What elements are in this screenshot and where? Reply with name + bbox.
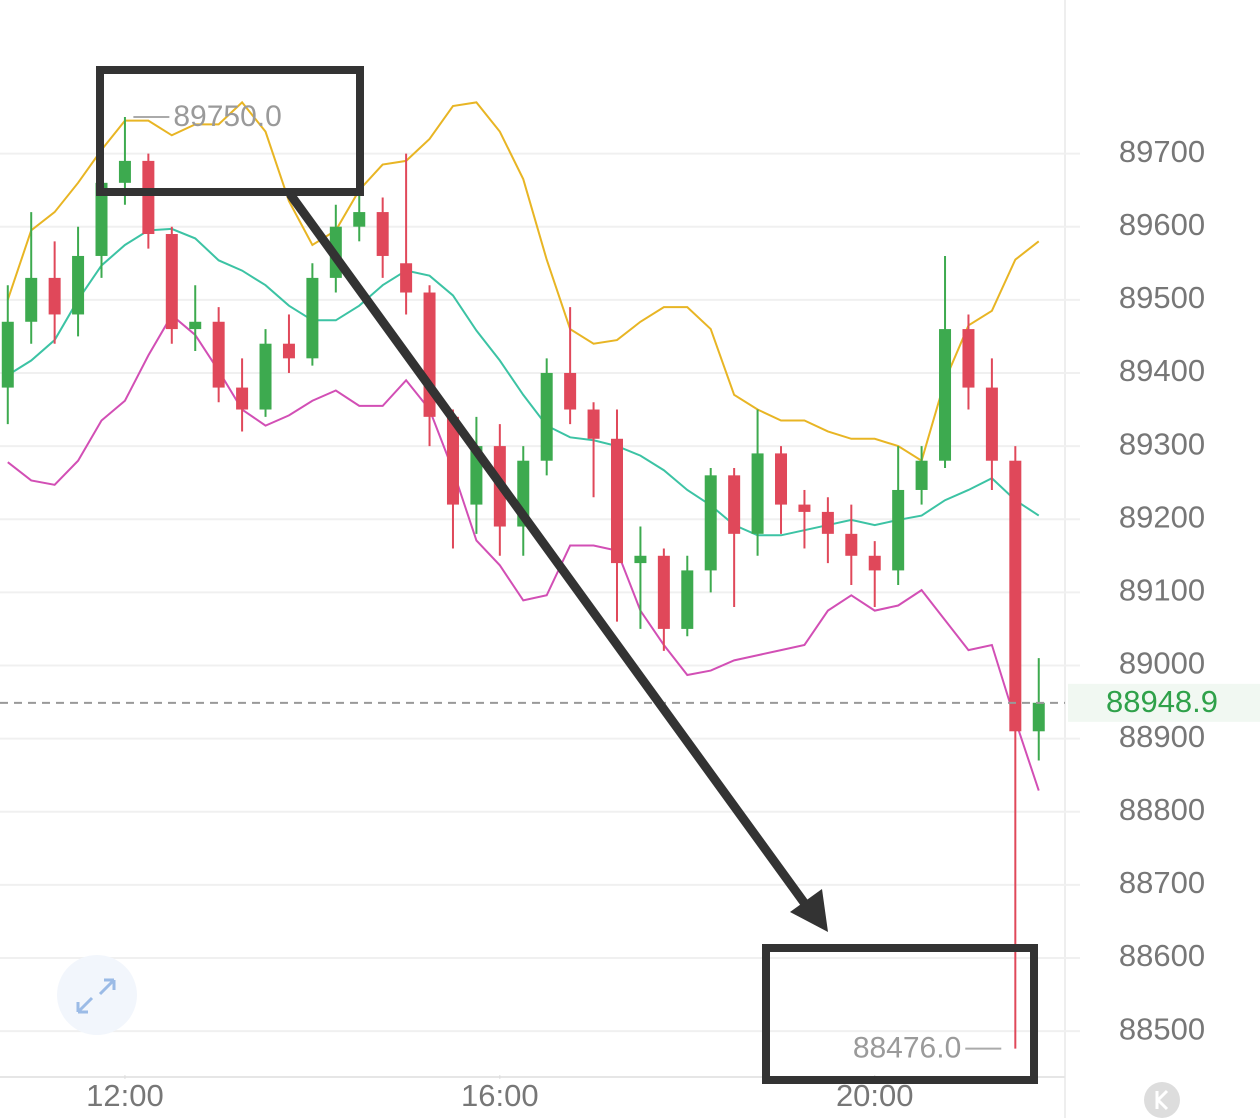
candle-body — [939, 329, 952, 461]
candle-body — [728, 475, 741, 534]
candle-body — [25, 277, 38, 322]
candle-body — [798, 504, 811, 512]
candle-body — [353, 212, 366, 227]
candle-body — [118, 160, 131, 183]
band-line — [6, 100, 1040, 463]
candle-body — [376, 212, 389, 256]
y-tick-label: 88700 — [1119, 865, 1205, 900]
candle-body — [259, 343, 272, 410]
candle-body — [1, 321, 14, 388]
y-tick-label: 89700 — [1119, 134, 1205, 169]
x-tick-label: 12:00 — [86, 1078, 164, 1113]
annotations: 89750.0 88476.0 — [57, 66, 1180, 1118]
candle-body — [634, 555, 647, 564]
candle-body — [212, 321, 225, 388]
candle-body — [821, 511, 834, 534]
highlight-box — [96, 66, 364, 196]
candle-body — [189, 321, 202, 330]
min-label: 88476.0 — [853, 1032, 961, 1065]
y-tick-label: 89300 — [1119, 426, 1205, 461]
y-tick-label: 89600 — [1119, 207, 1205, 242]
candle-body — [1032, 702, 1045, 732]
last-price-bg — [1068, 683, 1260, 722]
arrow-line — [286, 191, 812, 911]
candle-body — [236, 387, 249, 410]
candle-body — [400, 263, 413, 293]
y-tick-label: 89500 — [1119, 280, 1205, 315]
candle-body — [1009, 460, 1022, 732]
candle-body — [985, 387, 998, 461]
candle-body — [657, 555, 670, 629]
max-label: 89750.0 — [173, 100, 281, 133]
candle-body — [751, 453, 764, 534]
candle-body — [165, 234, 178, 330]
candle-body — [72, 255, 85, 315]
x-tick-label: 20:00 — [836, 1078, 914, 1113]
candle-body — [845, 533, 858, 556]
band-line — [7, 313, 1040, 791]
logo-button[interactable] — [1144, 1082, 1180, 1118]
candle-body — [587, 409, 600, 439]
y-tick-label: 88500 — [1119, 1011, 1205, 1046]
highlight-box — [762, 944, 1038, 1084]
x-tick-label: 16:00 — [461, 1078, 539, 1113]
candle-body — [892, 489, 905, 571]
candle-body — [540, 372, 553, 461]
candle-body — [681, 570, 694, 629]
expand-icon — [76, 978, 116, 1014]
arrow-head — [790, 889, 828, 932]
y-tick-label: 89400 — [1119, 353, 1205, 388]
logo-icon — [1155, 1089, 1169, 1111]
candle-body — [282, 343, 295, 359]
candle-body — [962, 329, 975, 388]
y-tick-label: 88800 — [1119, 792, 1205, 827]
candle-body — [142, 160, 155, 235]
candle-body — [564, 372, 577, 410]
plot: 88948.9 — [0, 100, 1260, 1049]
candle-body — [306, 277, 319, 359]
y-tick-label: 88900 — [1119, 719, 1205, 754]
candle-body — [775, 453, 788, 505]
candle-body — [48, 277, 61, 315]
candle-body — [95, 182, 108, 256]
candle-body — [610, 438, 623, 564]
y-tick-label: 88600 — [1119, 938, 1205, 973]
candle-body — [915, 460, 928, 490]
y-tick-label: 89000 — [1119, 646, 1205, 681]
y-tick-label: 89200 — [1119, 499, 1205, 534]
candle-body — [704, 475, 717, 571]
candle-body — [868, 555, 881, 571]
band-line — [7, 227, 1040, 537]
candle-body — [446, 416, 459, 505]
expand-button[interactable] — [57, 955, 137, 1035]
last-price-label: 88948.9 — [1106, 684, 1218, 719]
y-tick-label: 89100 — [1119, 573, 1205, 608]
